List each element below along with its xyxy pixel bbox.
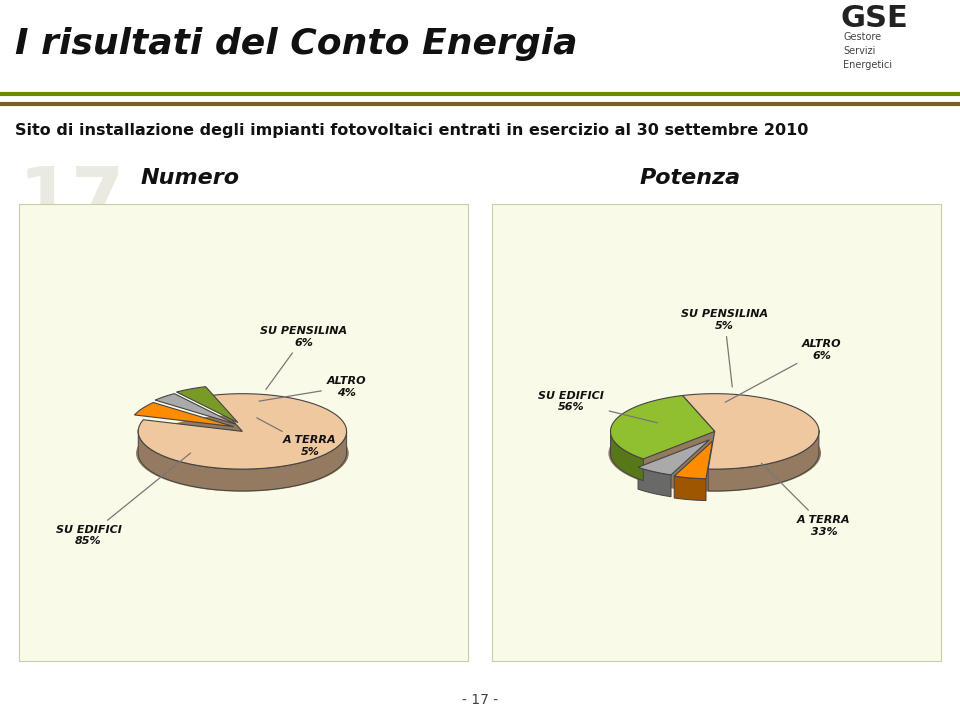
Text: Gestore
Servizi
Energetici: Gestore Servizi Energetici [843,32,892,70]
Polygon shape [674,476,706,500]
Text: ALTRO
4%: ALTRO 4% [259,376,367,401]
Polygon shape [674,441,712,479]
Text: Potenza: Potenza [639,168,740,188]
Text: I risultati del Conto Energia: I risultati del Conto Energia [15,27,578,61]
Text: Sito di installazione degli impianti fotovoltaici entrati in esercizio al 30 set: Sito di installazione degli impianti fot… [15,123,808,139]
Polygon shape [138,430,347,491]
Polygon shape [134,403,233,427]
Text: A TERRA
33%: A TERRA 33% [761,463,851,536]
Text: - 17 -: - 17 - [462,693,498,707]
Text: 17: 17 [18,164,124,238]
Polygon shape [638,440,709,475]
Polygon shape [638,467,671,497]
Text: GSE: GSE [840,4,908,33]
Text: SU EDIFICI
56%: SU EDIFICI 56% [538,391,658,423]
Polygon shape [156,393,235,424]
Text: A TERRA
5%: A TERRA 5% [256,418,337,457]
Ellipse shape [136,414,348,492]
Polygon shape [708,430,819,491]
Text: Numero: Numero [140,168,239,188]
Polygon shape [138,393,347,469]
Polygon shape [611,430,643,481]
Text: SU PENSILINA
5%: SU PENSILINA 5% [681,310,768,387]
Text: SU EDIFICI
85%: SU EDIFICI 85% [56,453,191,547]
Polygon shape [683,393,819,469]
Polygon shape [611,396,714,459]
Ellipse shape [609,414,821,492]
Text: ALTRO
6%: ALTRO 6% [725,339,842,402]
Text: SU PENSILINA
6%: SU PENSILINA 6% [260,326,348,389]
Polygon shape [177,387,238,422]
